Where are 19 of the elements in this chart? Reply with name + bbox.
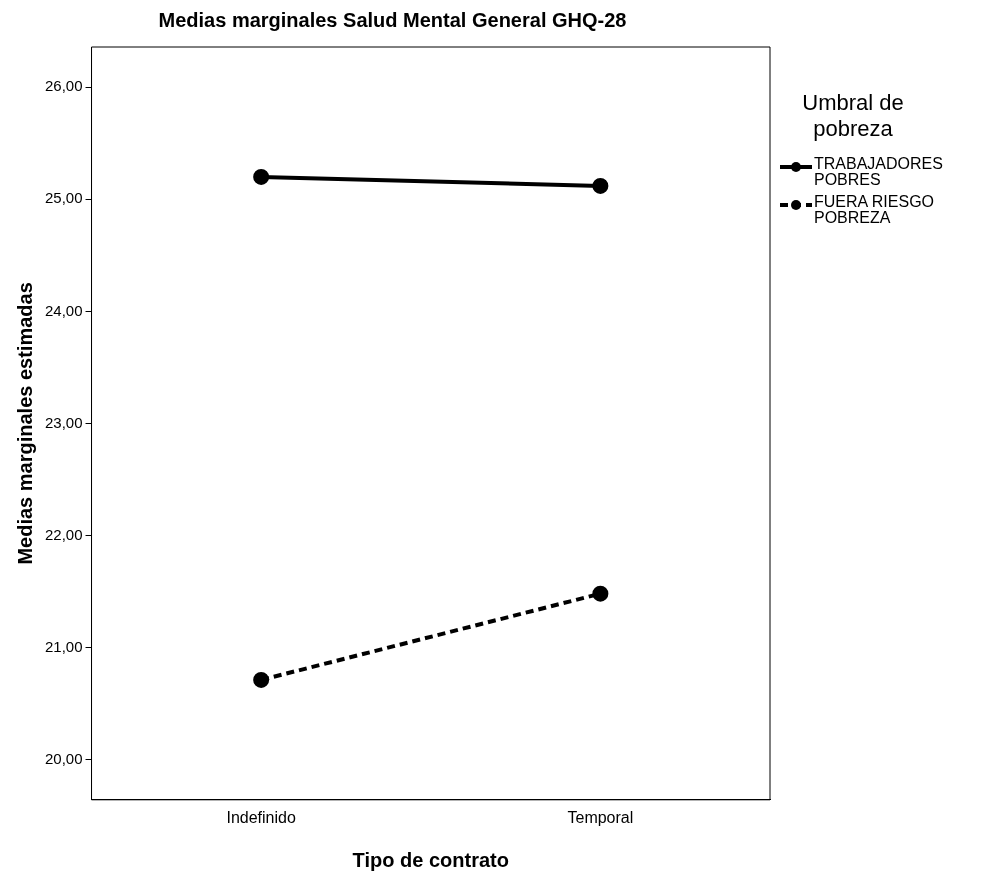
y-tick-label: 26,00 — [44, 77, 83, 95]
y-tick-label: 23,00 — [44, 413, 83, 431]
x-tick-label: Indefinido — [226, 808, 296, 826]
y-tick-label: 25,00 — [44, 189, 83, 207]
chart-title: Medias marginales Salud Mental General GHQ-28 — [158, 8, 627, 31]
point — [592, 585, 609, 602]
point — [592, 177, 609, 194]
legend-label: FUERA RIESGO POBREZA — [814, 193, 936, 226]
legend-title: Umbral de pobreza — [801, 90, 905, 142]
y-tick-label: 20,00 — [44, 749, 83, 767]
legend-label: TRABAJADORES POBRES — [814, 155, 944, 188]
point — [253, 168, 270, 185]
x-tick-label: Temporal — [567, 808, 634, 826]
y-tick-label: 24,00 — [44, 301, 83, 319]
y-axis-title: Medias marginales estimadas — [13, 282, 36, 565]
y-tick-label: 21,00 — [44, 637, 83, 655]
x-axis-title: Tipo de contrato — [352, 848, 509, 871]
point — [253, 671, 270, 688]
y-tick-label: 22,00 — [44, 525, 83, 543]
